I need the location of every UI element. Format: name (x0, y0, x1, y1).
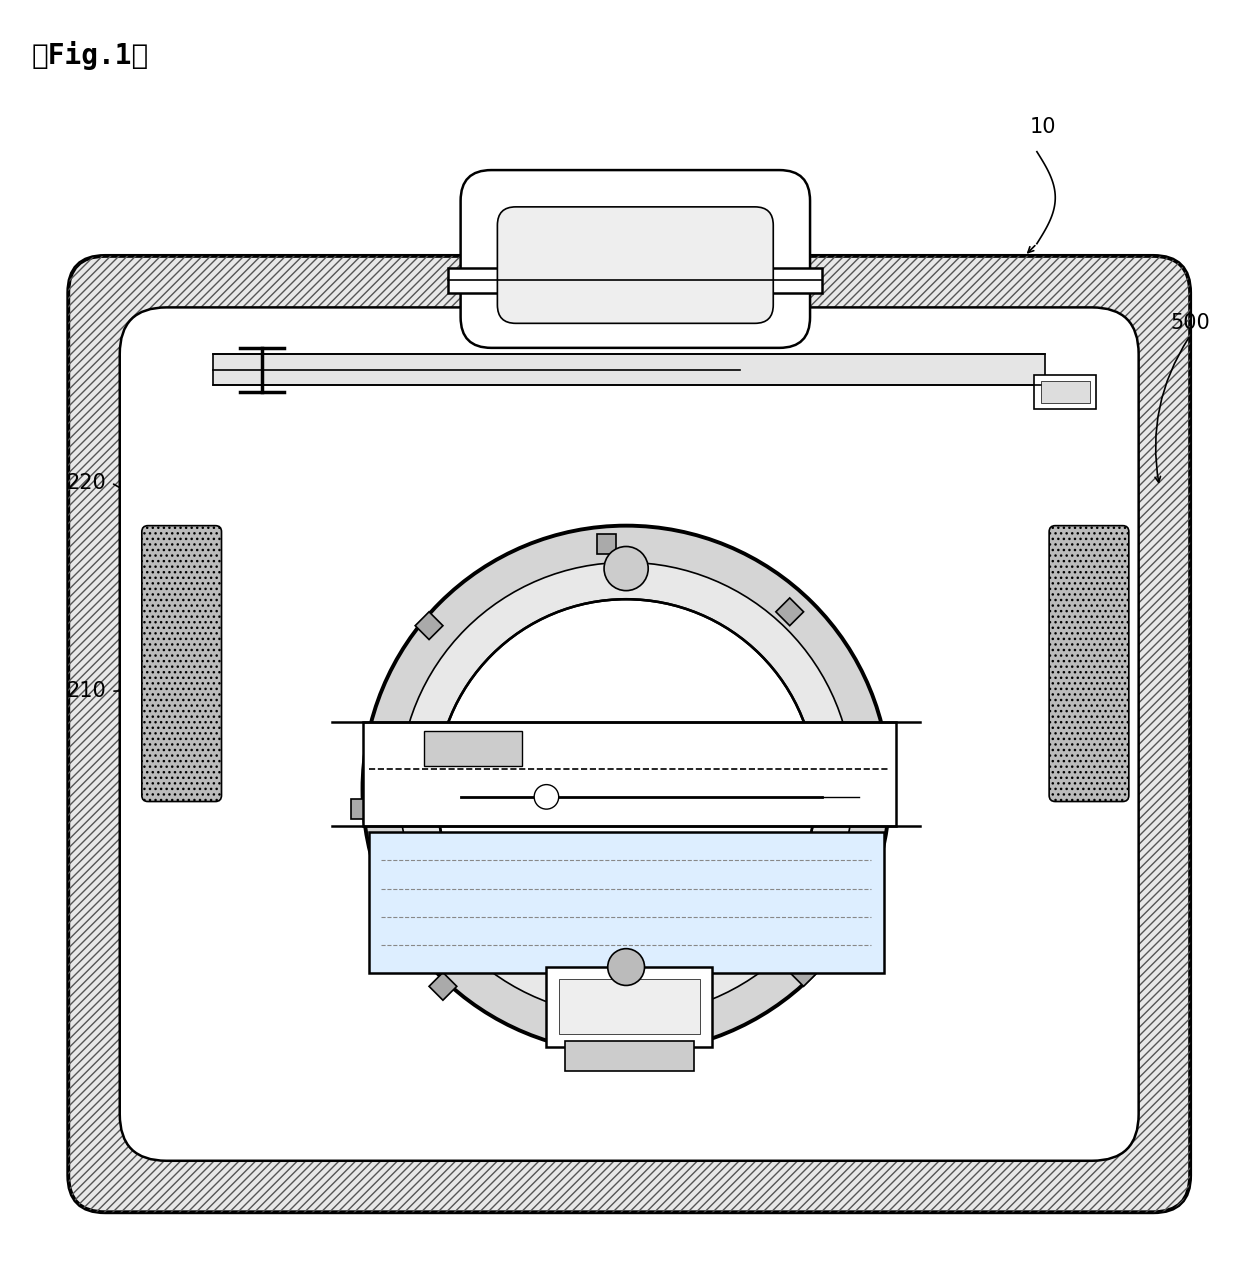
Bar (368, 832, 884, 973)
Bar (1040, 382, 1090, 403)
Circle shape (362, 525, 890, 1053)
FancyBboxPatch shape (120, 308, 1138, 1161)
Text: 200: 200 (1054, 356, 1094, 377)
FancyBboxPatch shape (129, 317, 1128, 1151)
Text: 210: 210 (67, 682, 107, 701)
Circle shape (608, 949, 645, 986)
Bar (362, 721, 895, 826)
FancyBboxPatch shape (141, 525, 222, 801)
Bar (429, 973, 456, 1000)
FancyBboxPatch shape (497, 207, 774, 323)
Bar (790, 959, 817, 986)
Text: 225: 225 (606, 313, 646, 333)
Bar (351, 799, 371, 819)
Text: 320: 320 (680, 546, 719, 566)
FancyBboxPatch shape (68, 256, 1190, 1212)
Circle shape (436, 599, 816, 979)
Text: 300c: 300c (913, 682, 965, 701)
Bar (1034, 375, 1096, 410)
Text: 221: 221 (434, 313, 475, 333)
Text: 340: 340 (606, 1135, 646, 1155)
Bar (776, 598, 804, 626)
Text: 400: 400 (373, 639, 413, 659)
Bar (213, 354, 1045, 384)
FancyBboxPatch shape (1049, 525, 1128, 801)
Bar (547, 967, 712, 1047)
Text: 「Fig.1」: 「Fig.1」 (31, 41, 149, 70)
FancyBboxPatch shape (460, 170, 810, 347)
Text: 310: 310 (765, 571, 806, 590)
Bar (415, 612, 443, 640)
Circle shape (399, 562, 853, 1016)
Bar (424, 731, 522, 766)
Circle shape (534, 785, 559, 809)
Bar (565, 1040, 693, 1071)
Bar (616, 1044, 636, 1063)
Text: 220: 220 (67, 473, 107, 492)
Bar (559, 979, 699, 1034)
Text: 330: 330 (619, 504, 658, 523)
Text: 223: 223 (281, 313, 321, 333)
Text: 300: 300 (704, 522, 744, 542)
Text: 100: 100 (373, 693, 413, 714)
Text: 500: 500 (1171, 313, 1210, 333)
Bar (449, 268, 822, 293)
Circle shape (604, 547, 649, 590)
Text: 10: 10 (1029, 117, 1056, 137)
Bar (862, 780, 882, 799)
Bar (596, 534, 616, 553)
